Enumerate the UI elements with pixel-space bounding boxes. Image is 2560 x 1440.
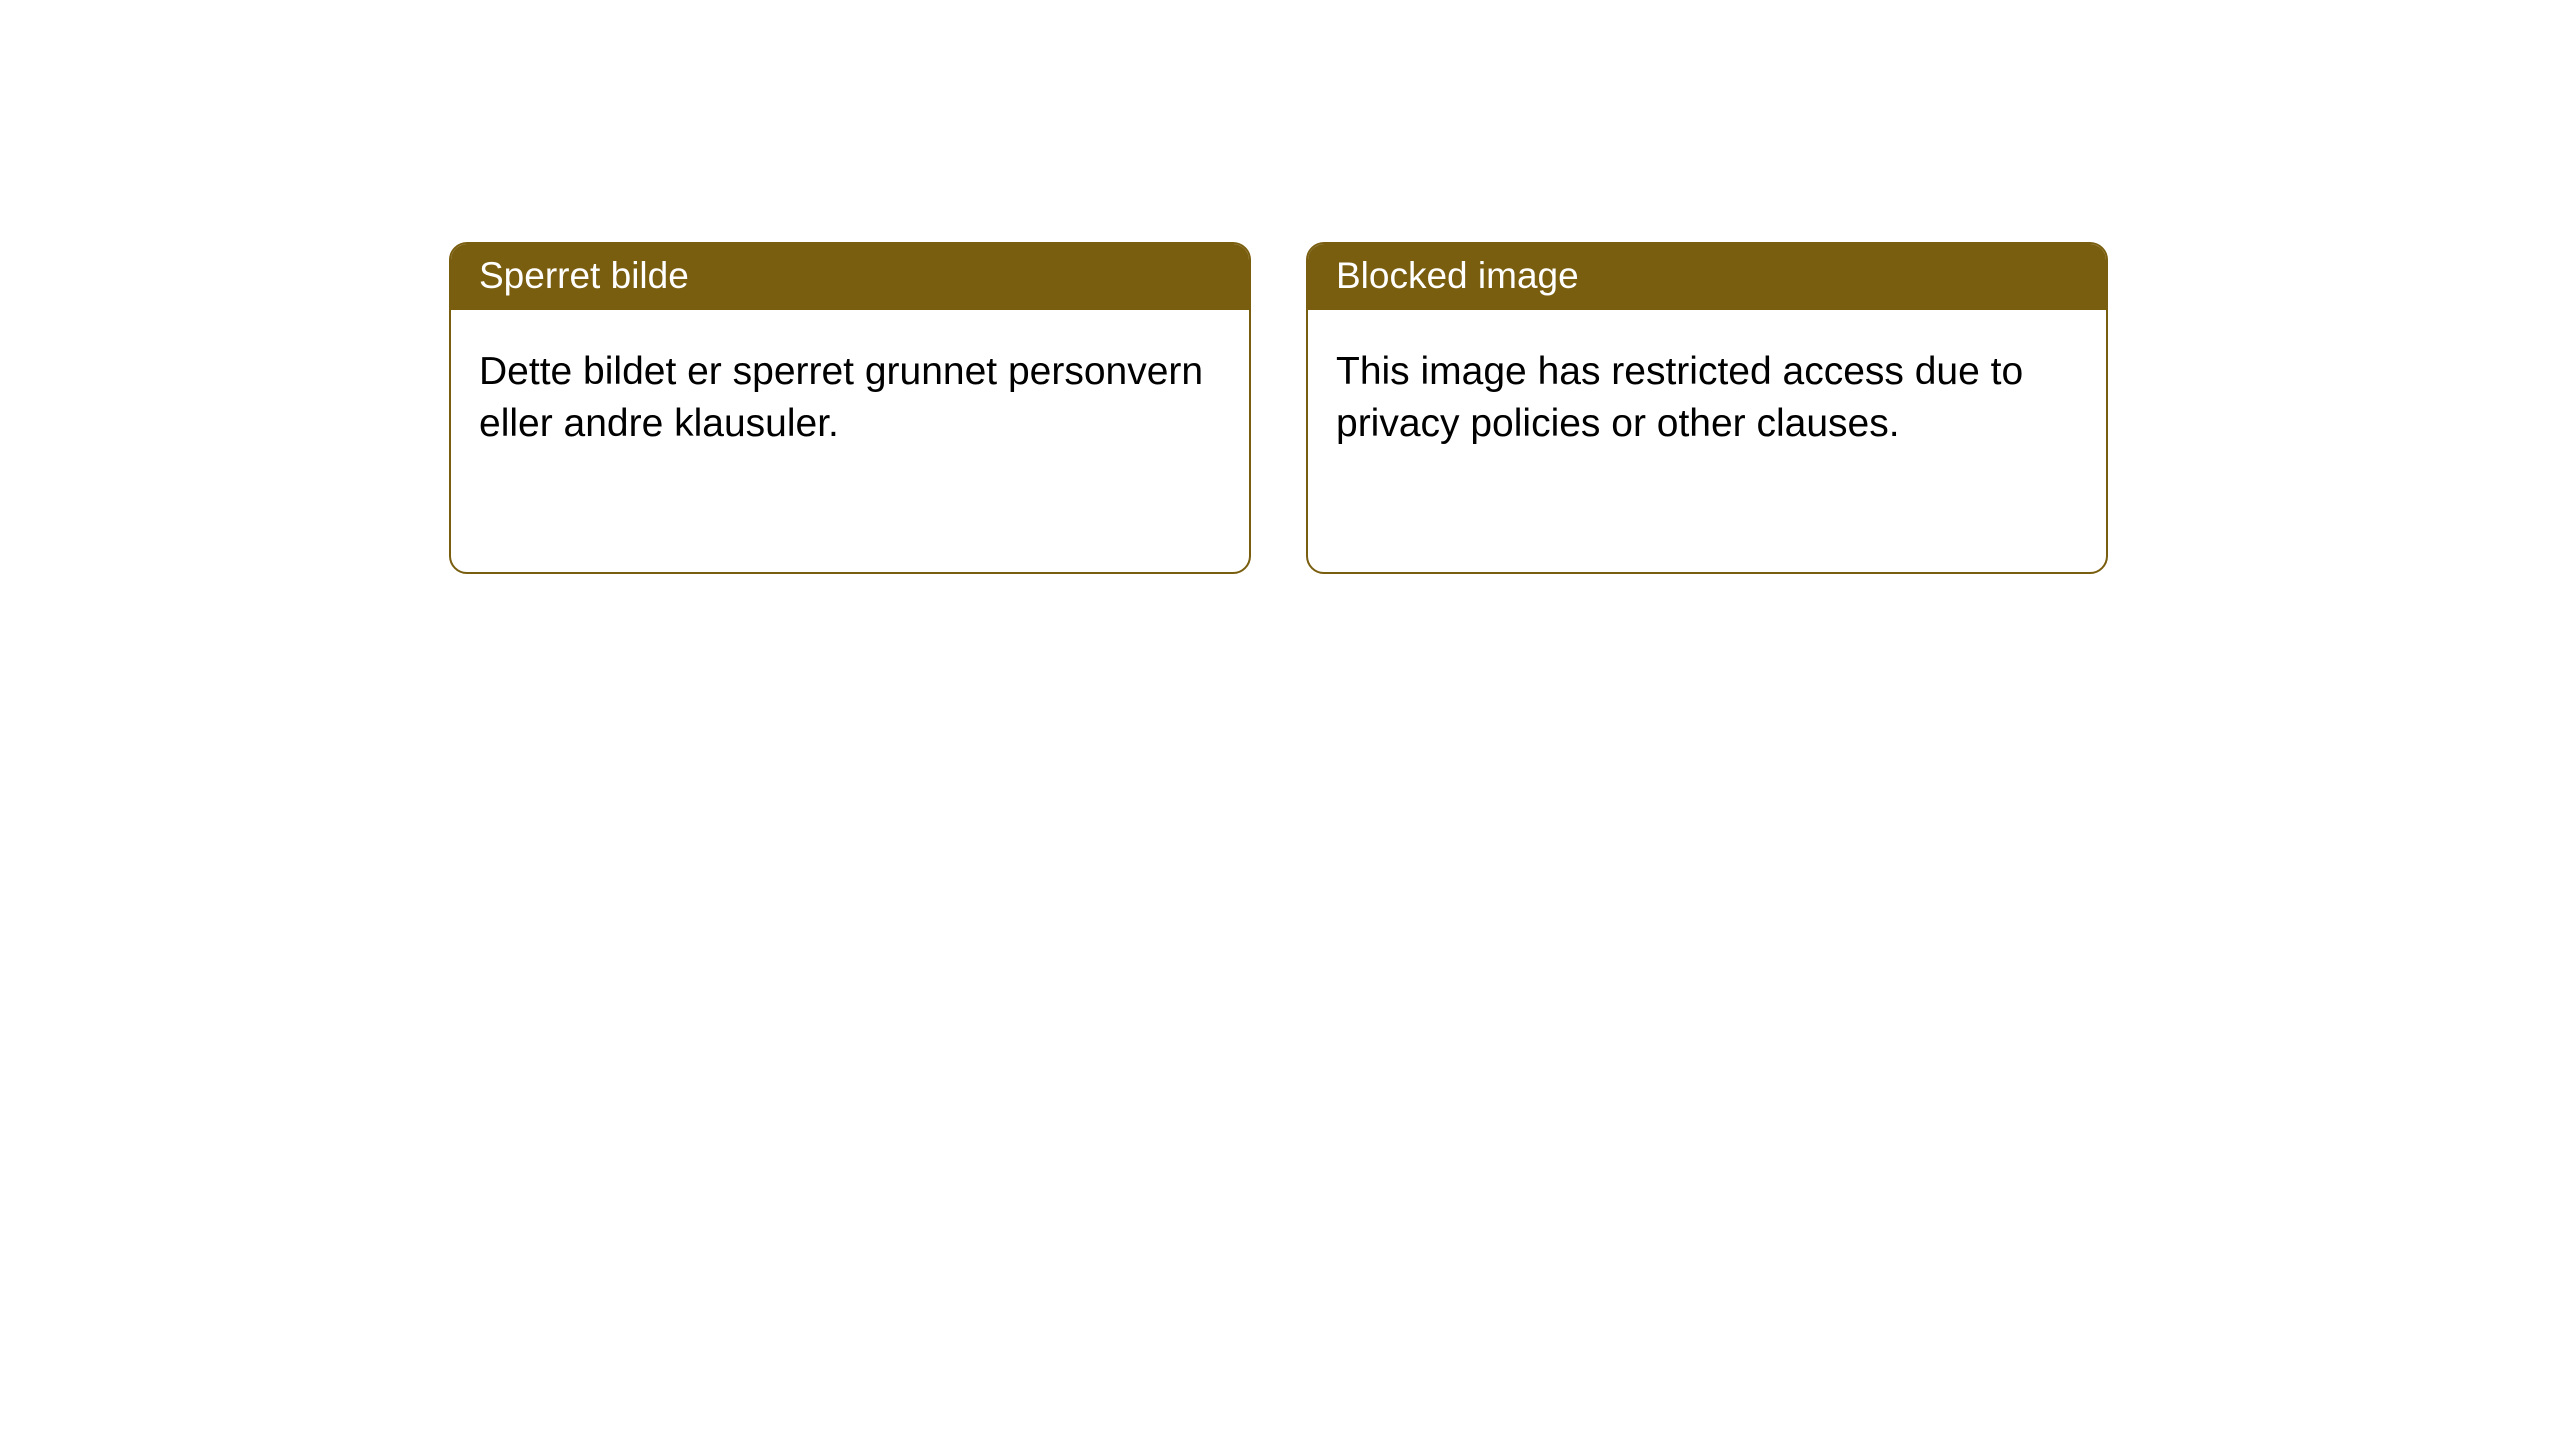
notice-body: This image has restricted access due to … (1308, 310, 2106, 485)
notice-header: Blocked image (1308, 244, 2106, 310)
notice-card-norwegian: Sperret bilde Dette bildet er sperret gr… (449, 242, 1251, 574)
notice-title: Blocked image (1336, 255, 1579, 296)
notice-message: This image has restricted access due to … (1336, 350, 2023, 444)
notice-header: Sperret bilde (451, 244, 1249, 310)
notice-title: Sperret bilde (479, 255, 689, 296)
notice-message: Dette bildet er sperret grunnet personve… (479, 350, 1203, 444)
notice-container: Sperret bilde Dette bildet er sperret gr… (449, 242, 2108, 574)
notice-card-english: Blocked image This image has restricted … (1306, 242, 2108, 574)
notice-body: Dette bildet er sperret grunnet personve… (451, 310, 1249, 485)
